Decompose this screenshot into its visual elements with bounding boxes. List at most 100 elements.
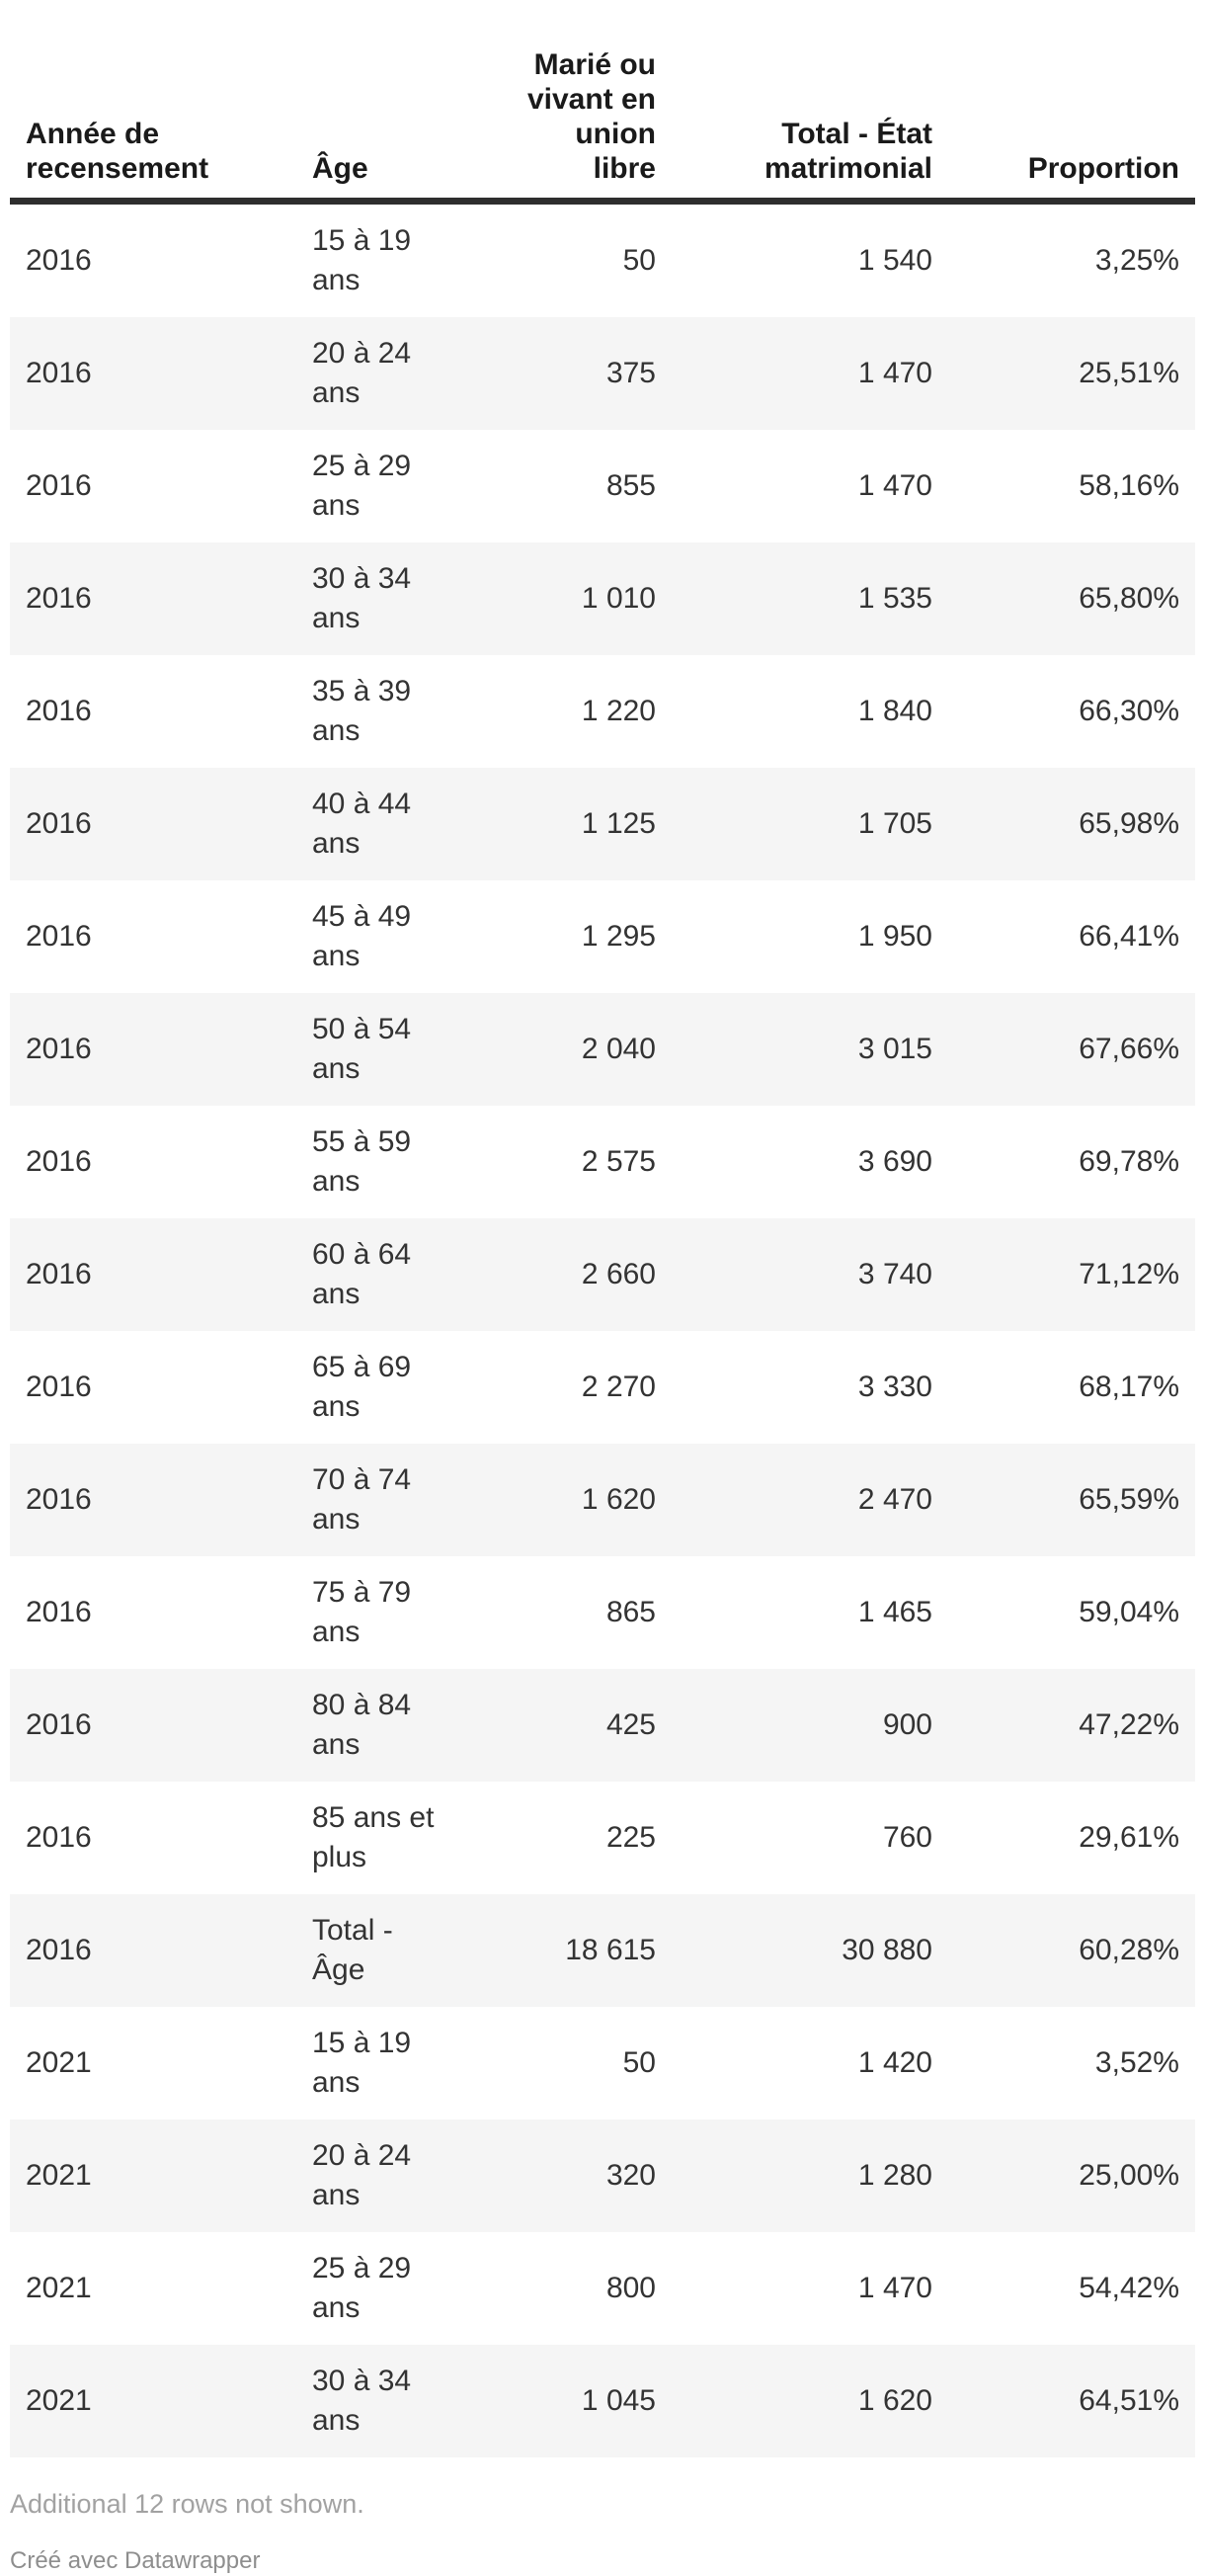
table-cell: 1 045 — [581, 2384, 656, 2417]
census-table: Année de recensement Âge Marié ou vivant… — [10, 0, 1195, 2457]
table-cell: 1 535 — [857, 582, 932, 615]
table-cell: 2016 — [26, 1145, 92, 1178]
table-row: 2016 85 ans et plus 225 760 29,61% — [10, 1782, 1195, 1894]
table-cell: 2016 — [26, 1708, 92, 1741]
table-cell: 59,04% — [1079, 1596, 1179, 1628]
table-cell: 35 à 39 ans — [312, 675, 412, 747]
table-cell: 2016 — [26, 1258, 92, 1290]
table-header: Année de recensement Âge Marié ou vivant… — [10, 0, 1195, 202]
column-header-marie-union-libre: Marié ou vivant en union libre — [526, 48, 656, 185]
table-cell: 85 ans et plus — [312, 1801, 435, 1873]
table-cell: 2016 — [26, 357, 92, 389]
table-cell: 3 330 — [857, 1371, 932, 1403]
table-cell: 1 620 — [581, 1483, 656, 1516]
table-cell: 2021 — [26, 2159, 92, 2192]
table-row: 2021 25 à 29 ans 800 1 470 54,42% — [10, 2232, 1195, 2345]
table-cell: 30 880 — [842, 1934, 932, 1966]
table-cell: 1 295 — [581, 920, 656, 953]
table-cell: 55 à 59 ans — [312, 1125, 412, 1198]
table-cell: 2016 — [26, 1596, 92, 1628]
table-cell: 50 — [622, 244, 656, 277]
table-cell: 65,80% — [1079, 582, 1179, 615]
table-row: 2016 45 à 49 ans 1 295 1 950 66,41% — [10, 880, 1195, 993]
table-cell: 1 125 — [581, 807, 656, 840]
table-cell: 45 à 49 ans — [312, 900, 412, 972]
table-cell: 50 à 54 ans — [312, 1013, 412, 1085]
table-cell: 70 à 74 ans — [312, 1463, 412, 1536]
table-row: 2016 40 à 44 ans 1 125 1 705 65,98% — [10, 768, 1195, 880]
table-cell: 2016 — [26, 807, 92, 840]
table-row: 2016 15 à 19 ans 50 1 540 3,25% — [10, 202, 1195, 318]
table-cell: 425 — [605, 1708, 656, 1741]
table-cell: 60 à 64 ans — [312, 1238, 412, 1310]
table-cell: Total - Âge — [312, 1914, 393, 1986]
table-row: 2016 35 à 39 ans 1 220 1 840 66,30% — [10, 655, 1195, 768]
table-cell: 800 — [605, 2272, 656, 2304]
table-cell: 15 à 19 ans — [312, 224, 412, 296]
table-row: 2016 20 à 24 ans 375 1 470 25,51% — [10, 317, 1195, 430]
table-cell: 3 740 — [857, 1258, 932, 1290]
table-cell: 2021 — [26, 2046, 92, 2079]
table-cell: 1 470 — [857, 2272, 932, 2304]
table-cell: 64,51% — [1079, 2384, 1179, 2417]
table-row: 2016 55 à 59 ans 2 575 3 690 69,78% — [10, 1106, 1195, 1218]
table-cell: 2 660 — [581, 1258, 656, 1290]
table-cell: 2016 — [26, 1483, 92, 1516]
column-header-proportion: Proportion — [1027, 152, 1179, 185]
table-header-row: Année de recensement Âge Marié ou vivant… — [10, 0, 1195, 202]
table-row: 2021 15 à 19 ans 50 1 420 3,52% — [10, 2007, 1195, 2119]
table-cell: 65,59% — [1079, 1483, 1179, 1516]
table-cell: 2021 — [26, 2384, 92, 2417]
table-cell: 75 à 79 ans — [312, 1576, 412, 1648]
table-cell: 50 — [622, 2046, 656, 2079]
table-cell: 2 270 — [581, 1371, 656, 1403]
table-cell: 2016 — [26, 469, 92, 502]
table-row: 2016 80 à 84 ans 425 900 47,22% — [10, 1669, 1195, 1782]
table-cell: 30 à 34 ans — [312, 2365, 412, 2437]
table-cell: 2 470 — [857, 1483, 932, 1516]
table-cell: 20 à 24 ans — [312, 2139, 412, 2211]
table-cell: 855 — [605, 469, 656, 502]
table-cell: 3 690 — [857, 1145, 932, 1178]
table-cell: 25,00% — [1079, 2159, 1179, 2192]
table-cell: 2016 — [26, 1371, 92, 1403]
table-cell: 60,28% — [1079, 1934, 1179, 1966]
table-cell: 15 à 19 ans — [312, 2027, 412, 2099]
table-row: 2016 75 à 79 ans 865 1 465 59,04% — [10, 1556, 1195, 1669]
table-cell: 760 — [882, 1821, 932, 1854]
table-cell: 1 010 — [581, 582, 656, 615]
table-cell: 900 — [882, 1708, 932, 1741]
table-row: 2016 70 à 74 ans 1 620 2 470 65,59% — [10, 1444, 1195, 1556]
table-cell: 58,16% — [1079, 469, 1179, 502]
table-cell: 375 — [605, 357, 656, 389]
table-cell: 2021 — [26, 2272, 92, 2304]
column-header-age: Âge — [312, 152, 368, 185]
table-cell: 2016 — [26, 244, 92, 277]
table-cell: 25 à 29 ans — [312, 2252, 412, 2324]
column-header-total-etat-matrimonial: Total - État matrimonial — [763, 118, 932, 185]
table-cell: 1 840 — [857, 695, 932, 727]
table-cell: 3 015 — [857, 1033, 932, 1065]
table-cell: 865 — [605, 1596, 656, 1628]
table-cell: 2016 — [26, 1934, 92, 1966]
table-cell: 2016 — [26, 1821, 92, 1854]
table-cell: 65 à 69 ans — [312, 1351, 412, 1423]
table-cell: 47,22% — [1079, 1708, 1179, 1741]
table-cell: 69,78% — [1079, 1145, 1179, 1178]
table-cell: 225 — [605, 1821, 656, 1854]
table-cell: 2016 — [26, 695, 92, 727]
table-cell: 65,98% — [1079, 807, 1179, 840]
table-cell: 2016 — [26, 920, 92, 953]
table-cell: 18 615 — [565, 1934, 656, 1966]
table-cell: 1 620 — [857, 2384, 932, 2417]
table-row: 2021 20 à 24 ans 320 1 280 25,00% — [10, 2119, 1195, 2232]
column-header-annee-de-recensement: Année de recensement — [26, 118, 209, 185]
datawrapper-attribution: Créé avec Datawrapper — [10, 2547, 261, 2574]
table-cell: 54,42% — [1079, 2272, 1179, 2304]
table-body: 2016 15 à 19 ans 50 1 540 3,25% 2016 20 à 24 a… — [10, 202, 1195, 2457]
table-cell: 1 470 — [857, 469, 932, 502]
table-cell: 66,30% — [1079, 695, 1179, 727]
table-cell: 30 à 34 ans — [312, 562, 412, 634]
table-row: 2016 60 à 64 ans 2 660 3 740 71,12% — [10, 1218, 1195, 1331]
